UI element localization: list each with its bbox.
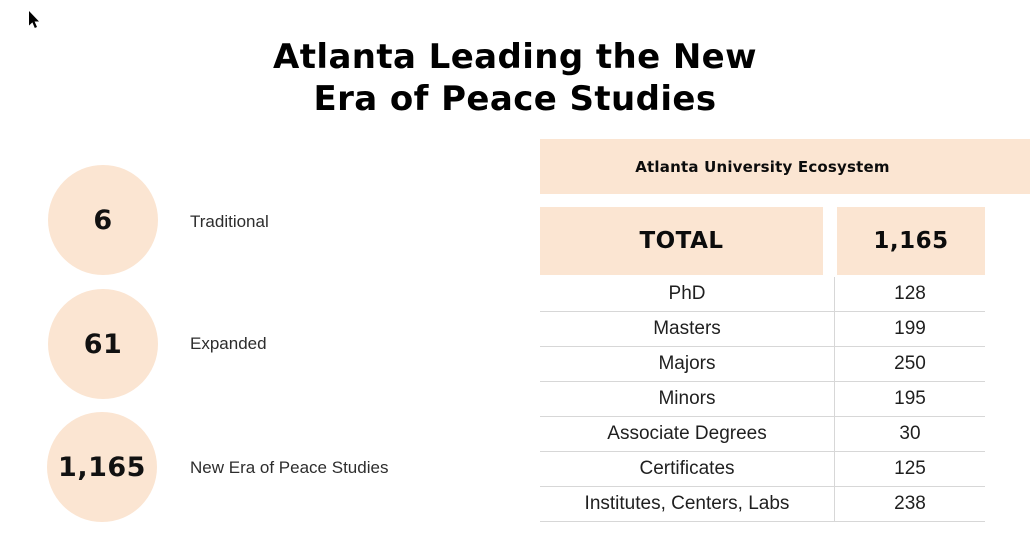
table-header-band: Atlanta University Ecosystem [540,139,1030,194]
stat-value: 61 [83,328,123,360]
stat-circle-expanded: 61 [48,289,158,399]
row-value: 250 [894,353,926,374]
stat-circle-new-era: 1,165 [47,412,157,522]
ecosystem-table: PhD 128 Masters 199 Majors 250 Minors 19… [540,277,985,522]
row-value: 238 [894,493,926,514]
table-row: Minors 195 [540,382,985,417]
slide-title-line1: Atlanta Leading the New [273,37,757,77]
row-label: Institutes, Centers, Labs [540,487,835,521]
table-row: Certificates 125 [540,452,985,487]
table-row: Masters 199 [540,312,985,347]
table-row: Associate Degrees 30 [540,417,985,452]
stat-value: 6 [93,204,113,236]
mouse-cursor-icon [29,11,39,28]
row-value: 125 [894,458,926,479]
table-row: Majors 250 [540,347,985,382]
row-value: 128 [894,283,926,304]
stat-label-traditional: Traditional [190,212,269,231]
table-total-row: TOTAL 1,165 [540,207,985,275]
stat-circle-traditional: 6 [48,165,158,275]
table-header-title: Atlanta University Ecosystem [635,157,890,176]
table-row: PhD 128 [540,277,985,312]
row-value: 30 [899,423,921,444]
row-label: Masters [540,312,835,346]
row-label: Minors [540,382,835,416]
stat-label-expanded: Expanded [190,334,267,353]
stat-label-new-era: New Era of Peace Studies [190,458,389,477]
total-cell-gap [823,207,837,275]
stat-value: 1,165 [58,451,146,483]
row-label: Certificates [540,452,835,486]
row-value: 195 [894,388,926,409]
total-value-cell: 1,165 [837,207,985,275]
table-row: Institutes, Centers, Labs 238 [540,487,985,522]
row-label: Associate Degrees [540,417,835,451]
slide-title: Atlanta Leading the New Era of Peace Stu… [0,36,1030,120]
total-label-cell: TOTAL [540,207,823,275]
row-label: Majors [540,347,835,381]
row-label: PhD [540,277,835,311]
row-value: 199 [894,318,926,339]
slide-title-line2: Era of Peace Studies [313,79,717,119]
